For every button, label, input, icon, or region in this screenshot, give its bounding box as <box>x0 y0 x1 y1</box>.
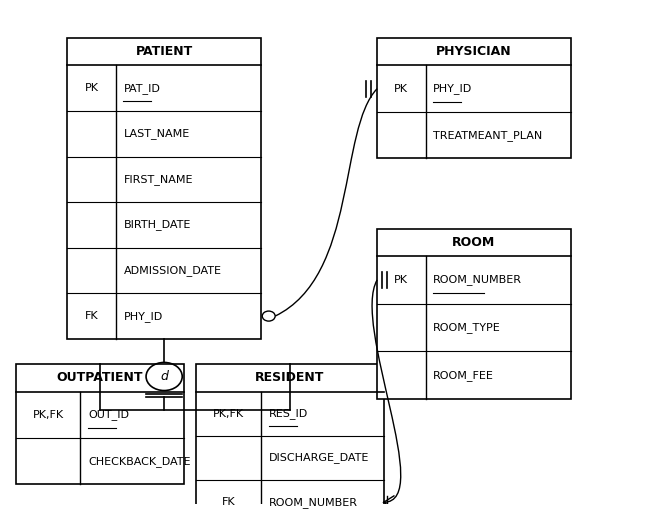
Text: FK: FK <box>85 311 98 321</box>
Bar <box>67 38 261 339</box>
Text: d: d <box>160 370 168 383</box>
Text: PK: PK <box>85 83 98 94</box>
Text: LAST_NAME: LAST_NAME <box>124 128 189 140</box>
Text: ROOM_NUMBER: ROOM_NUMBER <box>269 497 357 508</box>
Text: PK: PK <box>395 275 408 285</box>
Text: DISCHARGE_DATE: DISCHARGE_DATE <box>269 453 369 463</box>
Text: PK: PK <box>395 84 408 94</box>
Text: TREATMEANT_PLAN: TREATMEANT_PLAN <box>434 130 542 141</box>
Text: RESIDENT: RESIDENT <box>255 371 325 384</box>
Text: CHECKBACK_DATE: CHECKBACK_DATE <box>88 456 191 467</box>
Text: ROOM: ROOM <box>452 236 495 249</box>
Text: PATIENT: PATIENT <box>135 45 193 58</box>
Bar <box>197 364 383 511</box>
Text: PK,FK: PK,FK <box>213 409 244 419</box>
Text: BIRTH_DATE: BIRTH_DATE <box>124 220 191 230</box>
Text: PHYSICIAN: PHYSICIAN <box>436 45 512 58</box>
Text: ADMISSION_DATE: ADMISSION_DATE <box>124 265 221 276</box>
Text: FK: FK <box>222 497 236 507</box>
Text: PHY_ID: PHY_ID <box>434 83 473 94</box>
Text: OUTPATIENT: OUTPATIENT <box>57 371 143 384</box>
Text: ROOM_NUMBER: ROOM_NUMBER <box>434 274 522 285</box>
Bar <box>377 228 571 399</box>
Text: PK,FK: PK,FK <box>33 410 64 420</box>
Text: ROOM_FEE: ROOM_FEE <box>434 370 494 381</box>
Text: FIRST_NAME: FIRST_NAME <box>124 174 193 185</box>
Bar <box>16 364 184 484</box>
Text: ROOM_TYPE: ROOM_TYPE <box>434 322 501 333</box>
Text: OUT_ID: OUT_ID <box>88 409 129 420</box>
Text: PAT_ID: PAT_ID <box>124 83 160 94</box>
Bar <box>377 38 571 158</box>
Text: RES_ID: RES_ID <box>269 408 308 419</box>
Text: PHY_ID: PHY_ID <box>124 311 163 321</box>
